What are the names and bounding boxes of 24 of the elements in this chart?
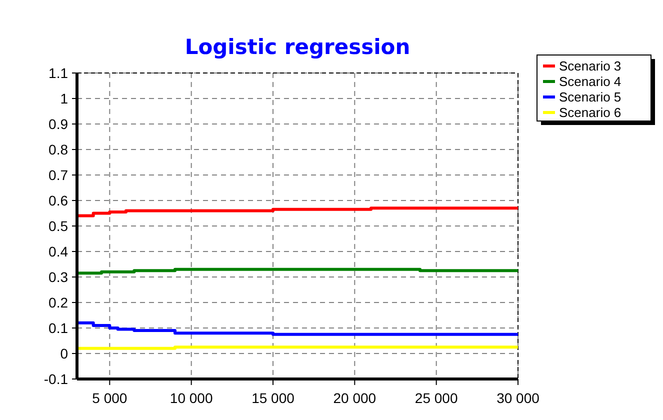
y-tick-label: 0.1 <box>48 320 68 336</box>
y-tick-label: 0.4 <box>48 243 68 260</box>
x-tick-label: 30 000 <box>496 390 540 406</box>
y-tick-label: 0.2 <box>48 294 68 310</box>
y-tick-label: 0.6 <box>48 192 68 208</box>
legend-label: Scenario 5 <box>559 90 622 105</box>
y-tick-label: 1 <box>60 90 68 106</box>
x-tick-label: 25 000 <box>414 390 458 406</box>
legend-label: Scenario 6 <box>559 105 622 120</box>
y-tick-label: 0.5 <box>48 218 68 234</box>
y-tick-label: 0.8 <box>48 141 68 158</box>
y-tick-label: 0.3 <box>48 268 68 285</box>
y-tick-label: 0 <box>60 345 68 362</box>
y-tick-label: 0.9 <box>48 116 68 132</box>
legend-label: Scenario 4 <box>559 74 622 90</box>
y-tick-label: 0.7 <box>48 166 68 183</box>
chart-title: Logistic regression <box>184 35 410 59</box>
x-tick-label: 20 000 <box>333 390 376 406</box>
legend-label: Scenario 3 <box>559 58 622 74</box>
x-tick-label: 5 000 <box>92 390 128 406</box>
y-tick-label: -0.1 <box>44 370 68 387</box>
y-tick-label: 1.1 <box>48 64 68 81</box>
x-tick-label: 10 000 <box>170 390 213 406</box>
x-tick-label: 15 000 <box>252 390 295 406</box>
